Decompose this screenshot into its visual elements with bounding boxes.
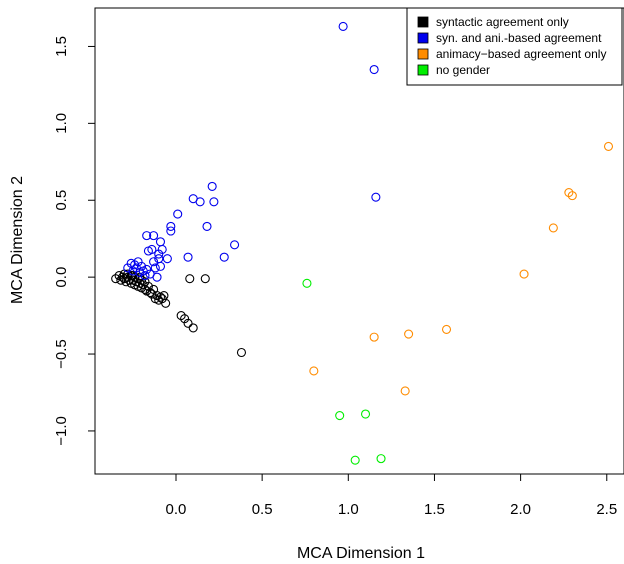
data-point: [188, 323, 198, 333]
y-tick-label: 1.0: [53, 113, 70, 134]
data-point: [152, 272, 162, 282]
data-point: [123, 269, 133, 279]
data-point: [567, 191, 577, 201]
series-2: [309, 141, 614, 396]
data-point: [161, 298, 171, 308]
data-point: [360, 409, 371, 419]
data-point: [166, 226, 176, 236]
data-point: [207, 181, 217, 191]
legend-swatch: [417, 16, 429, 28]
data-point: [149, 231, 159, 241]
y-axis-title: MCA Dimension 2: [9, 176, 26, 304]
data-point: [136, 261, 147, 271]
y-tick-label: 0.0: [53, 267, 70, 288]
data-point: [142, 231, 152, 241]
data-point: [236, 347, 247, 358]
data-point: [166, 221, 176, 231]
x-tick-label: 2.5: [596, 501, 617, 518]
data-point: [140, 271, 150, 281]
y-tick-label: −0.5: [53, 339, 70, 369]
x-tick-label: 1.0: [338, 501, 359, 518]
data-point: [338, 21, 348, 32]
data-point: [155, 261, 166, 271]
data-point: [369, 332, 379, 342]
data-point: [202, 221, 212, 231]
y-tick-label: 1.5: [53, 36, 70, 57]
x-axis-title: MCA Dimension 1: [297, 545, 425, 562]
data-point: [143, 281, 153, 291]
data-point: [404, 329, 414, 339]
legend-box: [406, 7, 623, 86]
legend-swatch: [417, 48, 429, 60]
data-point: [603, 141, 614, 151]
legend-label: animacy−based agreement only: [436, 47, 606, 61]
data-point: [376, 454, 386, 464]
series-0: [111, 269, 247, 358]
data-point: [150, 263, 160, 273]
x-axis: 0.0 0.5 1.0 1.5 2.0 2.5: [166, 473, 617, 518]
legend-swatch: [417, 64, 429, 76]
data-point: [369, 64, 379, 75]
x-tick-label: 0.0: [166, 501, 187, 518]
data-point: [230, 240, 240, 250]
y-axis: −1.0 −0.5 0.0 0.5 1.0 1.5: [53, 36, 96, 446]
data-point: [147, 244, 157, 255]
data-point: [335, 411, 345, 421]
legend-label: syn. and ani.-based agreement: [436, 31, 602, 45]
data-point: [400, 386, 410, 396]
y-tick-label: −1.0: [53, 416, 70, 446]
legend: syntactic agreement only syn. and ani.-ba…: [406, 7, 623, 86]
data-point: [371, 192, 381, 202]
data-point: [441, 324, 452, 334]
y-tick-label: 0.5: [53, 190, 70, 211]
data-point: [350, 455, 360, 465]
data-point: [302, 278, 312, 288]
x-tick-label: 2.0: [510, 501, 531, 518]
data-point: [519, 269, 529, 279]
data-point: [219, 252, 229, 262]
series-3: [302, 278, 386, 465]
legend-swatch: [417, 32, 429, 44]
data-point: [548, 223, 558, 233]
x-tick-label: 0.5: [252, 501, 273, 518]
data-point: [162, 254, 172, 264]
series-1: [123, 21, 381, 282]
x-tick-label: 1.5: [424, 501, 445, 518]
data-point: [185, 274, 195, 284]
data-point: [149, 257, 159, 267]
data-point: [209, 197, 219, 207]
data-point: [309, 366, 319, 376]
data-point: [173, 209, 183, 219]
legend-label: syntactic agreement only: [436, 15, 569, 29]
data-point: [200, 274, 210, 284]
data-point: [155, 237, 166, 247]
data-point: [195, 197, 205, 207]
data-points: [111, 21, 614, 465]
data-point: [183, 318, 193, 328]
legend-label: no gender: [436, 63, 490, 77]
data-point: [183, 252, 193, 262]
